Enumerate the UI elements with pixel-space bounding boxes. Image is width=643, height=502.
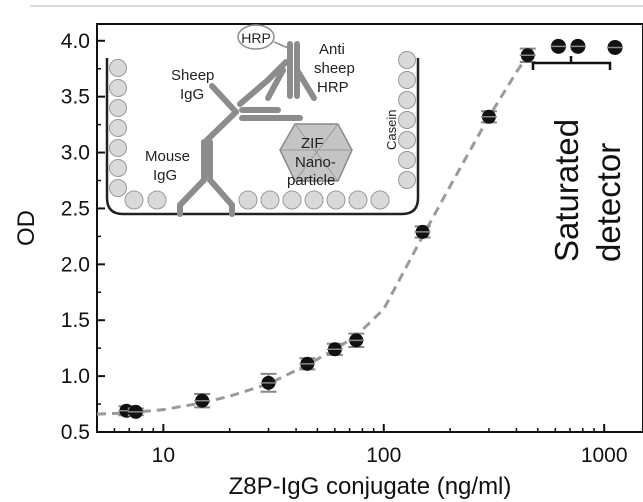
x-tick-label: 1000 <box>581 444 628 467</box>
y-axis: 0.5 1.0 1.5 2.0 2.5 3.0 3.5 4.0 <box>61 30 105 444</box>
sheep-igg-antibody <box>204 59 303 143</box>
sheep-igg-label-line2: IgG <box>180 86 204 103</box>
casein-bead <box>260 190 280 210</box>
y-tick-label: 1.5 <box>61 309 90 332</box>
casein-bead <box>282 190 302 210</box>
casein-bead <box>398 131 416 149</box>
sheep-igg-label-line1: Sheep <box>171 67 214 84</box>
casein-beads <box>109 51 416 210</box>
saturated-points <box>550 38 624 55</box>
casein-bead <box>398 151 416 169</box>
anti-sheep-hrp-antibody <box>265 41 317 101</box>
x-tick-label: 10 <box>152 444 175 467</box>
x-tick-label: 100 <box>366 444 401 467</box>
casein-bead <box>370 190 390 210</box>
hrp-label: HRP <box>241 30 271 46</box>
casein-bead <box>398 71 416 89</box>
zif-facet-line <box>294 123 339 182</box>
x-axis: 10 100 1000 <box>96 424 628 467</box>
casein-bead <box>109 79 127 97</box>
casein-bead <box>109 139 127 157</box>
saturated-label-line1: Saturated <box>548 119 585 262</box>
fit-curve <box>96 54 529 416</box>
casein-bead <box>109 59 127 77</box>
casein-label: Casein <box>384 110 399 150</box>
casein-bead <box>109 119 127 137</box>
y-tick-label: 2.0 <box>61 253 90 276</box>
anti-sheep-hrp-label-line3: HRP <box>317 79 349 96</box>
hrp-enzyme <box>237 24 275 50</box>
zif-label-line2: Nano- <box>295 154 336 171</box>
hrp-link <box>273 41 289 49</box>
anti-sheep-hrp-label-line1: Anti <box>319 41 345 58</box>
zif-label-line3: particle <box>287 172 335 189</box>
y-tick-label: 3.5 <box>61 86 90 109</box>
casein-bead <box>398 171 416 189</box>
plot-frame <box>96 23 643 433</box>
casein-bead <box>348 190 368 210</box>
casein-bead <box>109 159 127 177</box>
y-tick-label: 3.0 <box>61 142 90 165</box>
casein-bead <box>109 179 127 197</box>
casein-bead <box>304 190 324 210</box>
x-axis-title: Z8P-IgG conjugate (ng/ml) <box>229 473 512 500</box>
elisa-schematic-inset: HRP Anti sheep HRP Sheep IgG Mouse IgG Z… <box>105 24 420 217</box>
mouse-igg-antibody <box>177 139 235 217</box>
casein-bead <box>326 190 346 210</box>
y-axis-title: OD <box>13 210 40 246</box>
y-tick-label: 4.0 <box>61 30 90 53</box>
well-outline <box>105 58 420 216</box>
casein-bead <box>124 190 144 210</box>
data-points <box>118 47 536 419</box>
y-tick-label: 2.5 <box>61 197 90 220</box>
mouse-igg-label-line1: Mouse <box>145 148 190 165</box>
saturated-label-line2: detector <box>590 143 627 262</box>
casein-bead <box>398 91 416 109</box>
mouse-igg-label-line2: IgG <box>153 167 177 184</box>
y-tick-label: 0.5 <box>61 421 90 444</box>
anti-sheep-hrp-label-line2: sheep <box>314 60 355 77</box>
casein-bead <box>238 190 258 210</box>
casein-bead <box>398 51 416 69</box>
casein-bead <box>398 111 416 129</box>
fit-curve-line <box>96 54 529 416</box>
y-tick-label: 1.0 <box>61 365 90 388</box>
zif-label-line1: ZIF <box>301 135 324 152</box>
casein-bead <box>147 190 167 210</box>
casein-bead <box>109 99 127 117</box>
saturated-bracket <box>531 56 612 70</box>
